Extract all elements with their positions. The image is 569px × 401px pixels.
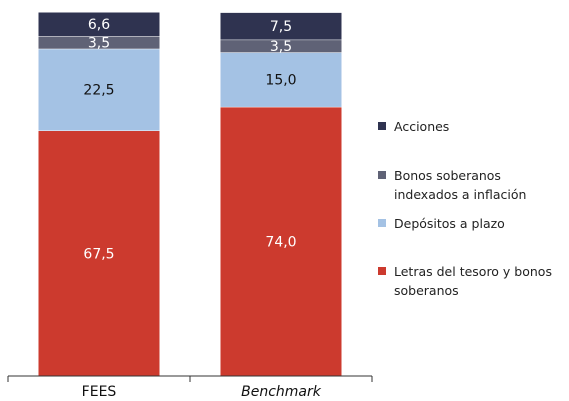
- x-tick-label: Benchmark: [241, 384, 322, 400]
- data-label: 67,5: [83, 246, 114, 262]
- legend-label: Depósitos a plazo: [394, 216, 505, 231]
- x-tick-label: FEES: [82, 384, 117, 400]
- bar-segment: [220, 39, 342, 53]
- legend-item: Depósitos a plazo: [378, 214, 566, 233]
- legend-label: Bonos soberanos indexados a inflación: [394, 168, 527, 202]
- bar-segment: [38, 48, 160, 131]
- bar-segment: [38, 130, 160, 376]
- legend-swatch: [378, 219, 386, 227]
- data-label: 6,6: [88, 17, 110, 33]
- data-label: 7,5: [270, 19, 292, 35]
- bar-segment: [220, 12, 342, 40]
- data-label: 3,5: [88, 35, 110, 51]
- bar-segment: [220, 106, 342, 376]
- data-label: 3,5: [270, 39, 292, 55]
- data-label: 22,5: [83, 83, 114, 99]
- bar-segment: [38, 12, 160, 36]
- data-label: 15,0: [265, 73, 296, 89]
- legend-swatch: [378, 267, 386, 275]
- legend-item: Acciones: [378, 117, 566, 136]
- legend-label: Acciones: [394, 119, 450, 134]
- data-label: 74,0: [265, 234, 296, 250]
- legend-label: Letras del tesoro y bonos soberanos: [394, 264, 552, 298]
- bar-segment: [220, 52, 342, 107]
- legend-swatch: [378, 171, 386, 179]
- bar-segment: [38, 36, 160, 49]
- legend-item: Bonos soberanos indexados a inflación: [378, 166, 566, 204]
- legend-item: Letras del tesoro y bonos soberanos: [378, 262, 566, 300]
- legend-swatch: [378, 122, 386, 130]
